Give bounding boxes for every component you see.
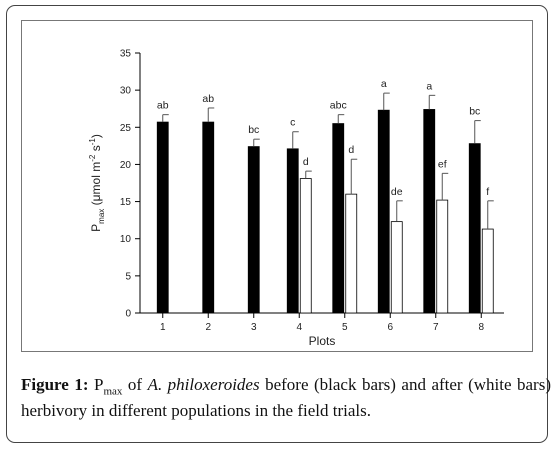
significance-label: d xyxy=(303,156,309,168)
y-tick-label: 35 xyxy=(120,49,132,60)
bar-before xyxy=(377,109,390,314)
chart-panel: 0 5 10 15 20 25 30 35 1 2 3 4 5 6 7 8 ab ab bc c d abc d a de a ef… xyxy=(21,20,533,352)
x-tick-label: 5 xyxy=(342,322,348,333)
y-label-sub: max xyxy=(97,209,106,224)
caption-of: of xyxy=(122,375,148,394)
x-tick-label: 8 xyxy=(478,322,484,333)
figure-frame: 0 5 10 15 20 25 30 35 1 2 3 4 5 6 7 8 ab ab bc c d abc d a de a ef… xyxy=(6,5,551,443)
bar-before xyxy=(286,148,299,314)
y-label-mid: s xyxy=(89,145,103,154)
significance-label: abc xyxy=(330,100,347,112)
bar-before xyxy=(247,146,260,314)
y-tick-label: 5 xyxy=(125,271,131,282)
significance-label: a xyxy=(426,80,432,92)
x-axis-label: Plots xyxy=(309,334,336,348)
y-tick-label: 10 xyxy=(120,234,132,245)
significance-label: ef xyxy=(438,158,447,170)
x-tick-label: 6 xyxy=(387,322,393,333)
y-axis-label: Pmax (μmol m-2 s-1) xyxy=(88,134,106,232)
y-label-unit: (μmol m xyxy=(89,162,103,209)
bar-chart: 0 5 10 15 20 25 30 35 1 2 3 4 5 6 7 8 ab ab bc c d abc d a de a ef… xyxy=(88,49,504,348)
significance-label: bc xyxy=(469,106,480,118)
y-tick-label: 30 xyxy=(120,86,132,97)
significance-label: d xyxy=(348,144,354,156)
caption-rest: before (black bars) and after (white bar… xyxy=(21,375,551,420)
y-tick-label: 0 xyxy=(125,309,131,320)
bar-after xyxy=(299,178,312,314)
y-label-sup1: -2 xyxy=(88,154,97,162)
y-label-sup2: -1 xyxy=(88,138,97,146)
bar-after xyxy=(390,221,403,314)
significance-label: de xyxy=(391,186,403,198)
x-tick-label: 1 xyxy=(160,322,166,333)
caption-p-sub: max xyxy=(103,385,123,398)
bar-before xyxy=(423,109,436,314)
caption-p: P xyxy=(94,375,104,394)
bar-before xyxy=(156,121,169,314)
significance-label: bc xyxy=(248,124,259,136)
bar-after xyxy=(481,228,494,314)
bar-after xyxy=(345,193,358,314)
y-label-p: P xyxy=(89,224,103,232)
figure-caption: Figure 1: Pmax of A. philoxeroides befor… xyxy=(21,372,551,424)
significance-label: ab xyxy=(202,93,214,105)
bar-after xyxy=(436,199,449,314)
significance-label: ab xyxy=(157,100,169,112)
y-label-end: ) xyxy=(89,134,103,138)
y-tick-label: 20 xyxy=(120,160,132,171)
bar-before xyxy=(332,123,345,314)
x-tick-label: 2 xyxy=(205,322,211,333)
caption-species: A. philoxeroides xyxy=(147,375,260,394)
x-tick-label: 3 xyxy=(251,322,257,333)
significance-label: c xyxy=(290,117,295,129)
bar-before xyxy=(202,121,215,314)
x-tick-label: 4 xyxy=(296,322,302,333)
significance-label: f xyxy=(486,186,489,198)
caption-lead: Figure 1: xyxy=(21,375,89,394)
x-tick-label: 7 xyxy=(433,322,439,333)
y-tick-label: 25 xyxy=(120,123,132,134)
bar-before xyxy=(468,143,481,314)
significance-label: a xyxy=(381,78,387,90)
y-tick-label: 15 xyxy=(120,197,132,208)
